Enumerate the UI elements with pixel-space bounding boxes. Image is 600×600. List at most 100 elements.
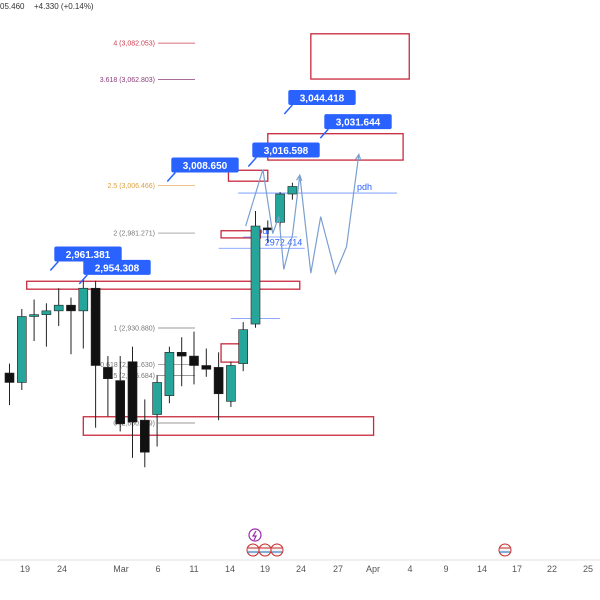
- candle-body: [115, 380, 125, 425]
- callout-value: 3,008.650: [183, 161, 228, 172]
- candle: [238, 322, 248, 372]
- candle-body: [250, 225, 261, 325]
- candle: [189, 331, 199, 385]
- candles-layer: [4, 182, 298, 468]
- x-tick-label: 11: [189, 564, 198, 574]
- callout-box: [252, 142, 320, 158]
- candle-body: [238, 329, 248, 364]
- x-tick-label: 22: [547, 564, 557, 574]
- fib-label: 2 (2,981.271): [113, 231, 155, 238]
- x-tick-label: 4: [407, 564, 412, 574]
- callout-value: 2,954.308: [95, 263, 140, 274]
- price-callout: 3,031.644: [319, 114, 392, 139]
- supply-demand-zone: [227, 169, 269, 182]
- candle-body: [4, 372, 15, 383]
- price-callout: 3,044.418: [283, 90, 356, 115]
- zones-layer: [26, 33, 410, 436]
- x-tick-label: 25: [583, 564, 593, 574]
- candle: [226, 361, 236, 407]
- fib-label: 3.618 (3,062.803): [100, 77, 155, 84]
- fib-label: 0 (2,880.489): [113, 421, 155, 428]
- candle: [103, 356, 113, 417]
- candle: [287, 182, 298, 200]
- candle-body: [262, 227, 273, 231]
- x-tick-label: 19: [260, 564, 270, 574]
- fib-label: 2.5 (3,006.466): [108, 183, 155, 190]
- candle-body: [275, 193, 285, 223]
- callout-value: 3,031.644: [336, 118, 381, 129]
- supply-demand-zone: [310, 33, 410, 80]
- price-callout: 2,961.381: [49, 246, 122, 272]
- candle: [127, 346, 138, 458]
- candle-body: [213, 367, 224, 395]
- candle-body: [152, 382, 162, 415]
- callout-value: 3,044.418: [300, 94, 345, 105]
- callout-box: [83, 259, 151, 275]
- x-tick-label: 24: [57, 564, 67, 574]
- lightning-event-icon[interactable]: [248, 528, 262, 542]
- level-label: pdh: [357, 182, 372, 192]
- candle: [78, 278, 89, 349]
- header-change: +4.330 (+0.14%): [34, 2, 94, 11]
- x-tick-label: 17: [512, 564, 522, 574]
- candle: [213, 352, 224, 421]
- candle-body: [127, 361, 138, 423]
- candle: [140, 399, 150, 468]
- candle: [164, 346, 175, 404]
- projection-path: [245, 154, 360, 276]
- fib-label: 1 (2,930.880): [113, 326, 155, 333]
- candle: [16, 308, 27, 390]
- x-tick-label: Apr: [366, 564, 380, 574]
- candle-body: [189, 355, 199, 366]
- price-callout: 3,008.650: [166, 157, 239, 182]
- x-tick-label: 27: [333, 564, 343, 574]
- callout-box: [288, 90, 356, 106]
- candle-body: [53, 304, 64, 312]
- candle: [201, 348, 212, 377]
- fib-label: 4 (3,082.053): [113, 41, 155, 48]
- price-callout: 2,954.308: [78, 259, 151, 285]
- x-tick-label: 19: [20, 564, 30, 574]
- candle-body: [201, 365, 212, 370]
- x-tick-label: 14: [477, 564, 487, 574]
- callout-box: [54, 246, 122, 262]
- callout-pointer: [78, 274, 88, 285]
- fib-label: 0.618 (2,911.630): [100, 362, 155, 369]
- candle-body: [78, 287, 89, 312]
- candle: [53, 288, 64, 326]
- level-label: 2972.414: [265, 237, 303, 247]
- us-flag-icon[interactable]: [246, 543, 512, 557]
- candle: [176, 337, 187, 387]
- candle: [66, 297, 76, 355]
- callout-pointer: [49, 261, 59, 272]
- x-tick-label: 9: [443, 564, 448, 574]
- callout-pointer: [319, 128, 329, 139]
- callout-pointer: [166, 171, 176, 182]
- candle: [90, 280, 101, 428]
- candle: [115, 356, 125, 432]
- callout-pointer: [247, 156, 257, 167]
- header-price: 05.460: [0, 2, 25, 11]
- supply-demand-zone: [220, 230, 262, 239]
- projection-layer: [245, 153, 362, 276]
- x-axis: 19 24 Mar 6 11 14 19 24 27 Apr 4 9 14 17 22 25: [20, 564, 593, 574]
- candle: [41, 303, 52, 347]
- level-label: pdl: [257, 226, 269, 236]
- x-tick-label: Mar: [113, 564, 129, 574]
- callout-box: [171, 157, 239, 173]
- x-tick-label: 6: [155, 564, 160, 574]
- candle-body: [226, 365, 236, 402]
- candle-body: [66, 304, 76, 312]
- candle-body: [103, 367, 113, 379]
- candle: [152, 374, 162, 447]
- callouts-layer: 3,044.418 3,031.644 3,016.598 3,008.650 2,96…: [49, 90, 392, 285]
- candle-body: [16, 316, 27, 383]
- projection-arrowhead: [296, 173, 303, 182]
- callout-box: [324, 114, 392, 130]
- callout-pointer: [283, 104, 293, 115]
- candle-body: [140, 419, 150, 453]
- price-callout: 3,016.598: [247, 142, 320, 167]
- candle-body: [164, 352, 175, 396]
